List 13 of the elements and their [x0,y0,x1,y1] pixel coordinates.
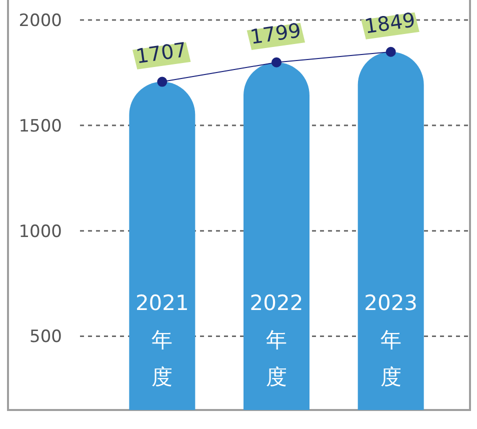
y-tick-label: 1500 [18,116,62,136]
point [157,76,168,87]
data-label: 1849 [362,8,417,38]
point [272,57,282,68]
x-tick-label: 2022年度 [250,291,304,389]
x-tick-label: 2021年度 [135,291,189,389]
data-label: 1799 [248,18,302,49]
data-label: 1707 [134,37,188,68]
x-tick-label: 2023年度 [364,291,418,389]
y-tick-label: 500 [30,327,62,348]
point [386,46,396,57]
y-tick-label: 1000 [18,222,62,242]
y-tick-label: 2000 [18,11,62,32]
